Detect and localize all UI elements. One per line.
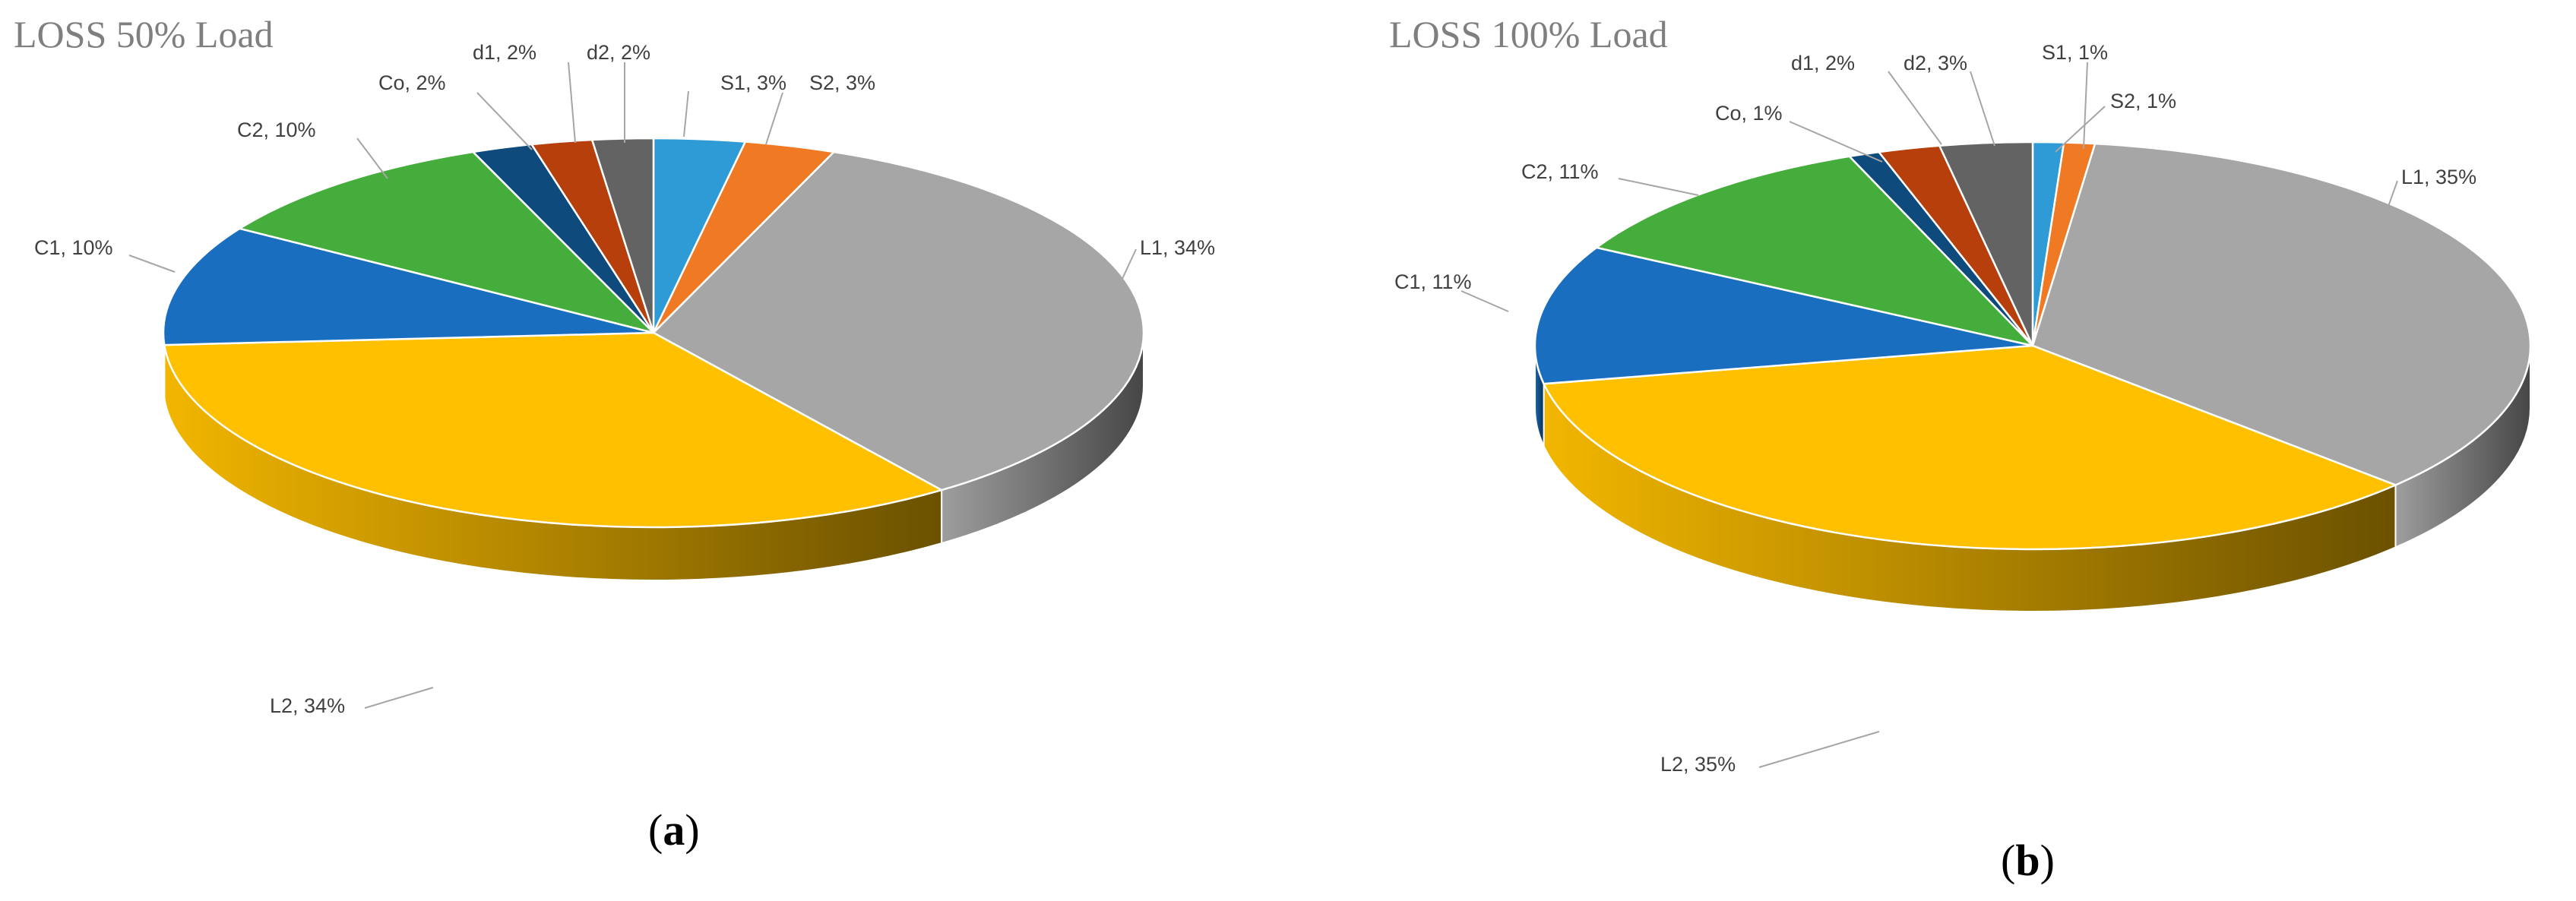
data-label-l2: L2, 35%: [1660, 753, 1736, 776]
leader-line-d2: [1970, 71, 1995, 147]
leader-line-c2: [356, 138, 388, 179]
leader-line-l2: [364, 687, 434, 709]
data-label-c1: C1, 11%: [1394, 270, 1472, 293]
leader-line-co: [476, 92, 533, 150]
leader-line-l1: [2366, 180, 2398, 267]
chart-title: LOSS 100% Load: [1389, 13, 1668, 55]
pie-chart-b: S1, 1% S2, 1% L1, 35% L2, 35% C1, 11% C2, 11%…: [1389, 13, 2532, 885]
data-label-s2: S2, 1%: [2110, 90, 2176, 112]
slice-d2: [1938, 141, 2034, 346]
panel-caption: (b): [2001, 836, 2055, 885]
leader-line-s2: [765, 92, 783, 145]
data-label-co: Co, 2%: [378, 71, 446, 94]
leader-line-s2: [2055, 106, 2106, 153]
leader-line-co: [1789, 121, 1883, 163]
data-label-l1: L1, 34%: [1140, 236, 1215, 259]
panel-caption: (a): [648, 805, 700, 855]
data-label-co: Co, 1%: [1715, 102, 1783, 125]
leader-line-l1: [1116, 248, 1137, 291]
slice-c1: [162, 227, 654, 346]
data-label-c2: C2, 10%: [237, 119, 316, 141]
data-label-d2: d2, 3%: [1904, 52, 1967, 74]
data-label-d1: d1, 2%: [473, 41, 536, 64]
leader-line-c2: [1618, 178, 1699, 196]
chart-title: LOSS 50% Load: [14, 13, 274, 55]
leader-line-s1: [683, 90, 689, 138]
data-label-d1: d1, 2%: [1791, 52, 1855, 74]
data-label-c2: C2, 11%: [1521, 160, 1599, 183]
data-label-l2: L2, 34%: [270, 694, 345, 717]
pie-top-faces: [162, 137, 1145, 529]
data-label-s2: S2, 3%: [809, 71, 875, 94]
pie-top-faces: [1533, 141, 2532, 551]
slice-d2: [590, 137, 655, 334]
leader-line-l2: [1758, 731, 1880, 768]
data-label-d2: d2, 2%: [587, 41, 650, 64]
slice-l1: [2031, 142, 2532, 486]
pie-chart-a: S1, 3% S2, 3% L1, 34% L2, 34% C1, 10% C2, 10%…: [14, 13, 1215, 855]
leader-line-d1: [1888, 71, 1942, 145]
slice-c2: [237, 150, 657, 335]
data-label-s1: S1, 1%: [2042, 41, 2108, 64]
leader-line-s1: [2083, 62, 2088, 150]
data-label-s1: S1, 3%: [720, 71, 786, 94]
leader-line-c1: [1460, 290, 1509, 312]
data-label-l1: L1, 35%: [2401, 166, 2476, 188]
leader-line-d1: [568, 62, 576, 144]
slice-c2: [1594, 155, 2036, 348]
slice-l2: [163, 331, 945, 529]
slice-c1: [1533, 246, 2033, 385]
leader-line-c1: [128, 254, 176, 273]
data-label-c1: C1, 10%: [34, 236, 113, 259]
slice-l1: [651, 150, 1145, 492]
slice-l2: [1542, 344, 2398, 551]
